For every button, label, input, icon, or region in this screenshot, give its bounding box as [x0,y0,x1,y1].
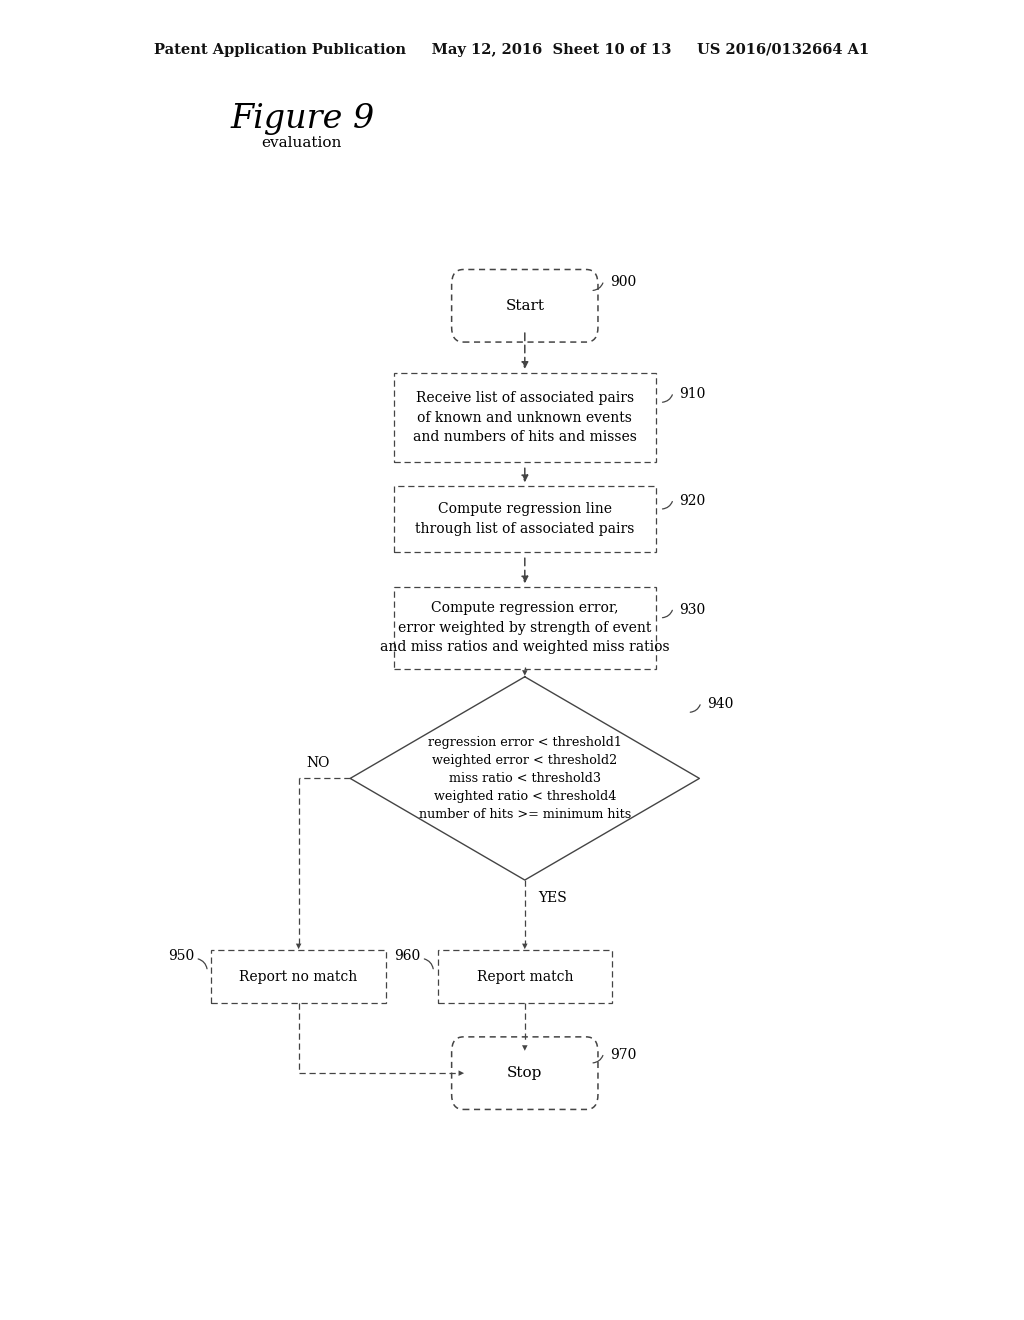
FancyBboxPatch shape [452,269,598,342]
Text: 960: 960 [394,949,420,964]
Text: Compute regression line
through list of associated pairs: Compute regression line through list of … [415,503,635,536]
Text: Stop: Stop [507,1067,543,1080]
Text: 920: 920 [680,494,706,508]
Text: Report match: Report match [476,970,573,983]
Text: YES: YES [539,891,567,906]
Text: evaluation: evaluation [261,136,341,149]
Text: 940: 940 [708,697,734,711]
Text: Compute regression error,
error weighted by strength of event
and miss ratios an: Compute regression error, error weighted… [380,602,670,655]
Bar [394,587,655,669]
Text: Patent Application Publication     May 12, 2016  Sheet 10 of 13     US 2016/0132: Patent Application Publication May 12, 2… [155,44,869,57]
Text: NO: NO [307,756,330,770]
FancyBboxPatch shape [452,1038,598,1109]
Text: Figure 9: Figure 9 [230,103,375,135]
Text: 900: 900 [610,276,636,289]
Bar [437,950,612,1003]
Text: Receive list of associated pairs
of known and unknown events
and numbers of hits: Receive list of associated pairs of know… [413,391,637,444]
Bar [211,950,386,1003]
Text: 950: 950 [168,949,194,964]
Text: 930: 930 [680,603,706,616]
Text: regression error < threshold1
weighted error < threshold2
miss ratio < threshold: regression error < threshold1 weighted e… [419,737,631,821]
Bar [394,372,655,462]
Bar [394,486,655,552]
Text: 970: 970 [610,1048,637,1061]
Text: Start: Start [505,298,545,313]
Text: 910: 910 [680,387,706,401]
Text: Report no match: Report no match [240,970,357,983]
